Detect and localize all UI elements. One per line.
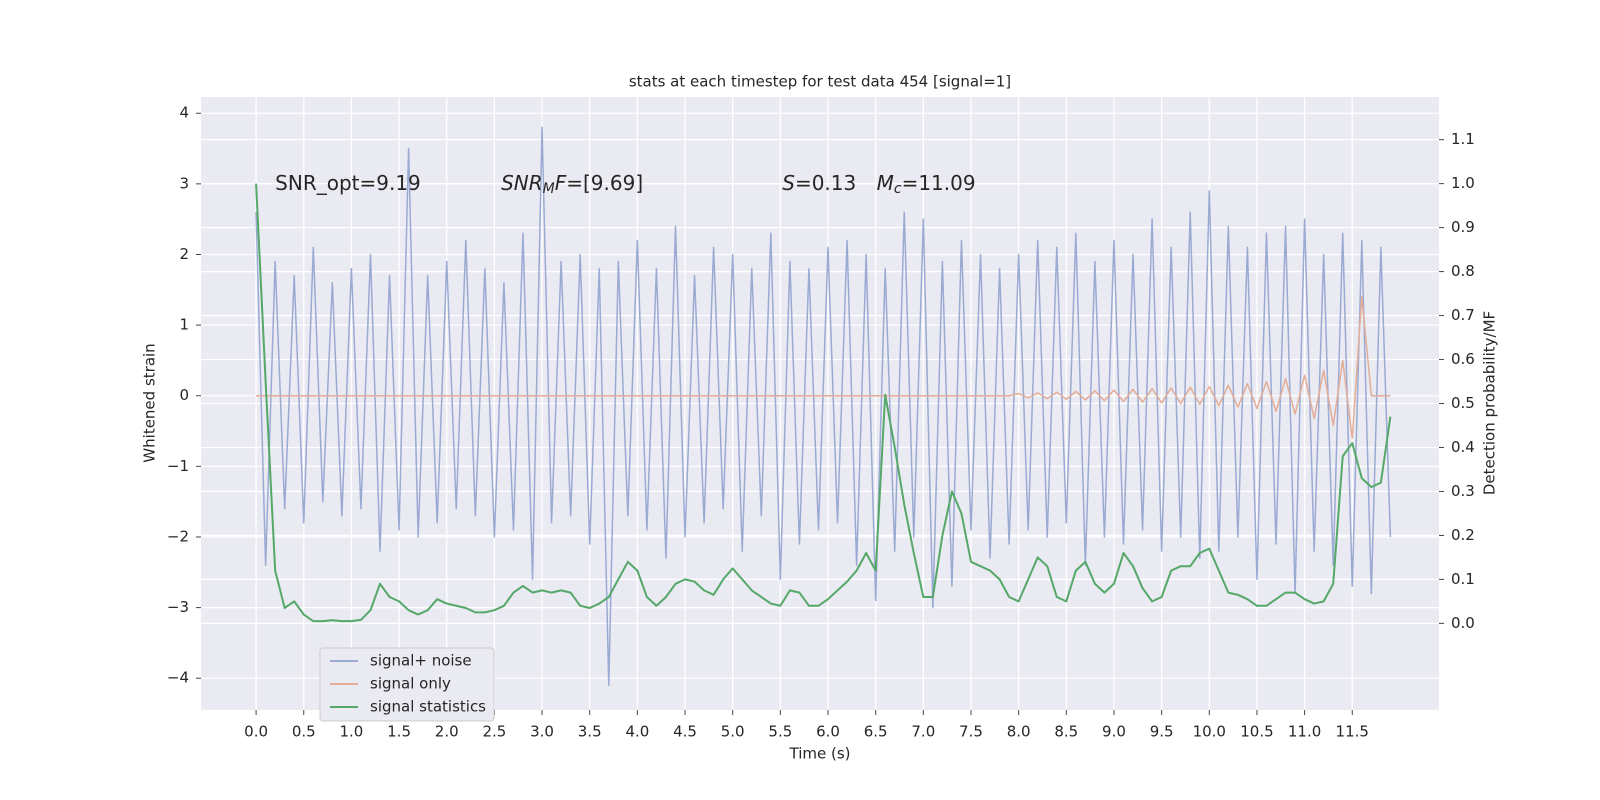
y-tick-label: 1 — [179, 316, 189, 334]
annotation: Mc=11.09 — [877, 170, 976, 197]
y2-tick-label: 0.7 — [1451, 306, 1475, 324]
x-tick-label: 5.5 — [768, 723, 792, 741]
x-tick-label: 8.0 — [1007, 723, 1031, 741]
series-line — [255, 183, 1392, 623]
y-tick-label: 0 — [179, 386, 189, 404]
annotation: SNR_opt=9.19 — [275, 170, 421, 194]
x-tick-label: 4.5 — [673, 723, 697, 741]
x-tick-label: 7.5 — [959, 723, 983, 741]
grid — [201, 97, 1439, 710]
annotation-part: =[9.69] — [566, 170, 643, 194]
legend-label: signal statistics — [370, 698, 486, 716]
overlay: 0.0 0.5 1.0 1.5 2.0 2.5 3.0 3.5 4.0 4.5 5.0 5.5 6.0 6… — [167, 104, 1475, 741]
x-tick-label: 10.0 — [1193, 723, 1226, 741]
annotation-part: S — [782, 170, 795, 194]
y2-tick-label: 0.2 — [1451, 526, 1475, 544]
x-tick-label: 6.0 — [816, 723, 840, 741]
annotation-part: SNR_opt=9.19 — [275, 170, 421, 194]
annotation-part: M — [543, 181, 555, 197]
annotation: SNRMF=[9.69] — [501, 170, 643, 197]
y-tick-label: 3 — [179, 174, 189, 192]
y2-tick-label: 1.0 — [1451, 174, 1475, 192]
y2-axis-label: Detection probability/MF — [1481, 311, 1499, 495]
x-tick-label: 3.5 — [578, 723, 602, 741]
annotation-part: =11.09 — [902, 170, 976, 194]
x-tick-label: 8.5 — [1054, 723, 1078, 741]
series-line — [255, 126, 1392, 687]
legend-label: signal+ noise — [370, 652, 472, 670]
y-axis-label: Whitened strain — [141, 343, 159, 462]
x-tick-label: 9.5 — [1150, 723, 1174, 741]
y2-tick-label: 0.4 — [1451, 438, 1475, 456]
annotation-part: c — [894, 181, 902, 197]
x-tick-label: 2.0 — [435, 723, 459, 741]
legend-label: signal only — [370, 675, 451, 693]
x-tick-label: 5.0 — [721, 723, 745, 741]
x-tick-label: 0.0 — [244, 723, 268, 741]
x-tick-label: 11.0 — [1288, 723, 1321, 741]
x-tick-label: 2.5 — [482, 723, 506, 741]
x-tick-label: 11.5 — [1336, 723, 1369, 741]
series-line — [256, 296, 1391, 439]
y-tick-label: −4 — [167, 669, 189, 687]
chart-title: stats at each timestep for test data 454… — [629, 73, 1011, 91]
y2-tick-label: 0.9 — [1451, 218, 1475, 236]
y2-tick-label: 0.8 — [1451, 262, 1475, 280]
y2-tick-label: 0.0 — [1451, 614, 1475, 632]
x-axis-label: Time (s) — [789, 745, 851, 763]
y2-tick-label: 1.1 — [1451, 130, 1475, 148]
y2-tick-label: 0.3 — [1451, 482, 1475, 500]
y-tick-label: −1 — [167, 457, 189, 475]
x-tick-label: 1.5 — [387, 723, 411, 741]
y2-tick-label: 0.6 — [1451, 350, 1475, 368]
y-tick-label: 4 — [179, 104, 189, 122]
y-tick-label: 2 — [179, 245, 189, 263]
x-tick-label: 0.5 — [292, 723, 316, 741]
y-tick-label: −3 — [167, 598, 189, 616]
annotation-part: =0.13 — [795, 170, 856, 194]
x-tick-label: 3.0 — [530, 723, 554, 741]
x-tick-label: 7.0 — [911, 723, 935, 741]
x-tick-label: 10.5 — [1240, 723, 1273, 741]
annotation-part: F — [555, 170, 567, 194]
x-tick-label: 4.0 — [625, 723, 649, 741]
plot — [255, 126, 1392, 687]
x-tick-label: 6.5 — [864, 723, 888, 741]
annotation-part: SNR — [501, 170, 543, 194]
annotation-part: M — [877, 170, 894, 194]
annotation: S=0.13 — [782, 170, 856, 194]
y-tick-label: −2 — [167, 527, 189, 545]
x-tick-label: 9.0 — [1102, 723, 1126, 741]
y2-tick-label: 0.5 — [1451, 394, 1475, 412]
legend-box — [319, 647, 495, 722]
y2-tick-label: 0.1 — [1451, 570, 1475, 588]
x-tick-label: 1.0 — [339, 723, 363, 741]
